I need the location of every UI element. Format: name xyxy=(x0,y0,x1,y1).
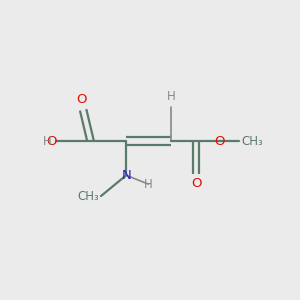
Text: N: N xyxy=(121,169,131,182)
Text: H: H xyxy=(43,135,52,148)
Text: O: O xyxy=(46,135,57,148)
Text: O: O xyxy=(214,135,225,148)
Text: O: O xyxy=(191,177,201,190)
Text: CH₃: CH₃ xyxy=(242,135,263,148)
Text: O: O xyxy=(76,93,87,106)
Text: CH₃: CH₃ xyxy=(78,190,100,202)
Text: H: H xyxy=(167,90,175,103)
Text: H: H xyxy=(144,178,153,191)
